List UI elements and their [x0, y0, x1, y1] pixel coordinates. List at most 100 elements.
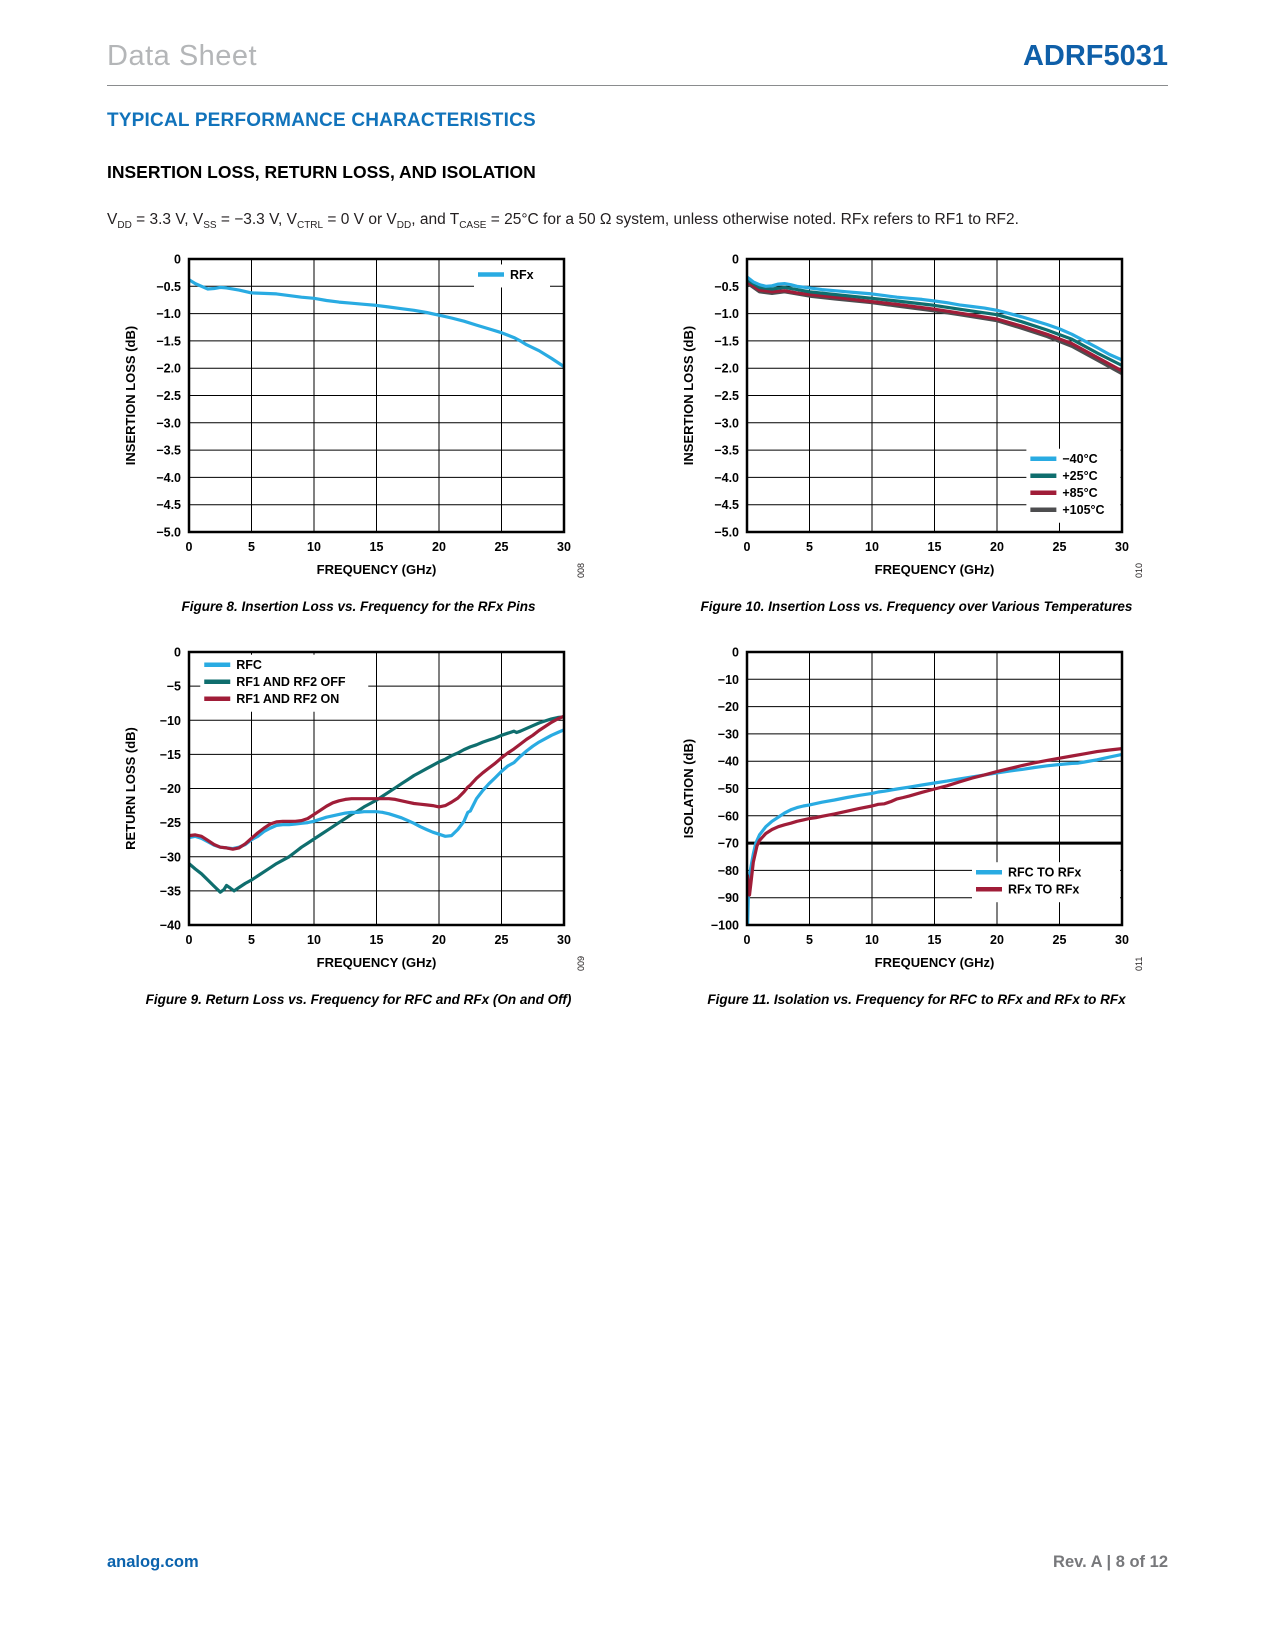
svg-text:INSERTION LOSS (dB): INSERTION LOSS (dB) [681, 326, 696, 465]
svg-text:−2.0: −2.0 [714, 362, 739, 376]
svg-text:−1.0: −1.0 [156, 307, 181, 321]
svg-text:30: 30 [557, 540, 571, 554]
svg-text:5: 5 [806, 933, 813, 947]
figure-9-caption: Figure 9. Return Loss vs. Frequency for … [145, 992, 572, 1008]
svg-text:−50: −50 [717, 782, 738, 796]
svg-text:30: 30 [1115, 540, 1129, 554]
svg-text:20: 20 [990, 933, 1004, 947]
svg-text:25: 25 [494, 933, 508, 947]
svg-text:−30: −30 [717, 727, 738, 741]
analog-com-link[interactable]: analog.com [107, 1553, 199, 1571]
svg-text:30: 30 [557, 933, 571, 947]
svg-text:−10: −10 [159, 714, 180, 728]
svg-text:RFx: RFx [510, 268, 534, 282]
doc-type-label: Data Sheet [107, 40, 258, 72]
svg-text:FREQUENCY (GHz): FREQUENCY (GHz) [874, 562, 994, 577]
svg-text:+25°C: +25°C [1062, 469, 1097, 483]
svg-text:−5: −5 [166, 680, 180, 694]
svg-text:−1.0: −1.0 [714, 307, 739, 321]
insertion-loss-rfx-chart: 0 5 10 15 20 25 30 0 −0.5 −1.0 −1.5 −2.0 −2.5 −3.0 −3.… [123, 253, 586, 579]
charts-grid: 0 5 10 15 20 25 30 0 −0.5 −1.0 −1.5 −2.0 −2.5 −3.0 −3.… [107, 247, 1168, 1008]
svg-text:25: 25 [1052, 540, 1066, 554]
subsection-title: INSERTION LOSS, RETURN LOSS, AND ISOLATI… [107, 162, 536, 182]
section-title: TYPICAL PERFORMANCE CHARACTERISTICS [107, 110, 536, 131]
svg-text:−70: −70 [717, 837, 738, 851]
svg-text:ISOLATION (dB): ISOLATION (dB) [681, 739, 696, 838]
svg-text:15: 15 [369, 933, 383, 947]
svg-text:FREQUENCY (GHz): FREQUENCY (GHz) [316, 562, 436, 577]
svg-text:RF1 AND RF2 OFF: RF1 AND RF2 OFF [236, 675, 346, 689]
svg-text:−35: −35 [159, 884, 180, 898]
svg-text:−4.0: −4.0 [156, 471, 181, 485]
svg-text:008: 008 [576, 563, 586, 578]
figure-9: 0 5 10 15 20 25 30 0 −5 −10 −15 −20 −25 −30 −35 −40 FREQ… [107, 640, 610, 1008]
svg-text:+85°C: +85°C [1062, 486, 1097, 500]
svg-text:−90: −90 [717, 891, 738, 905]
figure-8: 0 5 10 15 20 25 30 0 −0.5 −1.0 −1.5 −2.0 −2.5 −3.0 −3.… [107, 247, 610, 615]
svg-text:009: 009 [576, 956, 586, 971]
svg-text:25: 25 [1052, 933, 1066, 947]
svg-text:−4.5: −4.5 [714, 498, 739, 512]
figure-10-caption: Figure 10. Insertion Loss vs. Frequency … [700, 599, 1133, 615]
page-footer: analog.com Rev. A | 8 of 12 [107, 1553, 1168, 1572]
svg-text:010: 010 [1134, 563, 1144, 578]
svg-text:20: 20 [990, 540, 1004, 554]
svg-text:25: 25 [494, 540, 508, 554]
svg-text:0: 0 [174, 646, 181, 660]
svg-text:20: 20 [432, 933, 446, 947]
svg-text:INSERTION LOSS (dB): INSERTION LOSS (dB) [123, 326, 138, 465]
svg-text:−0.5: −0.5 [156, 280, 181, 294]
return-loss-chart: 0 5 10 15 20 25 30 0 −5 −10 −15 −20 −25 −30 −35 −40 FREQ… [123, 646, 586, 972]
insertion-loss-temperature-chart: 0 5 10 15 20 25 30 0 −0.5 −1.0 −1.5 −2.0 −2.5 −3.0 −3.… [681, 253, 1144, 579]
svg-text:−5.0: −5.0 [156, 526, 181, 540]
svg-text:FREQUENCY (GHz): FREQUENCY (GHz) [874, 955, 994, 970]
svg-text:5: 5 [248, 933, 255, 947]
svg-text:−4.0: −4.0 [714, 471, 739, 485]
svg-text:−10: −10 [717, 673, 738, 687]
figure-10: 0 5 10 15 20 25 30 0 −0.5 −1.0 −1.5 −2.0 −2.5 −3.0 −3.… [665, 247, 1168, 615]
svg-text:−3.5: −3.5 [714, 444, 739, 458]
svg-text:5: 5 [248, 540, 255, 554]
svg-text:0: 0 [732, 646, 739, 660]
part-number: ADRF5031 [1022, 40, 1168, 72]
svg-text:−5.0: −5.0 [714, 526, 739, 540]
svg-text:RFC TO RFx: RFC TO RFx [1008, 866, 1081, 880]
svg-text:−1.5: −1.5 [156, 334, 181, 348]
svg-text:−2.5: −2.5 [714, 389, 739, 403]
svg-text:RFC: RFC [236, 658, 262, 672]
svg-text:20: 20 [432, 540, 446, 554]
figure-11: 0 5 10 15 20 25 30 0 −10 −20 −30 −40 −50 −60 −70 −80 −90… [665, 640, 1168, 1008]
svg-text:−40: −40 [159, 919, 180, 933]
svg-text:−2.5: −2.5 [156, 389, 181, 403]
svg-text:−3.5: −3.5 [156, 444, 181, 458]
svg-text:−80: −80 [717, 864, 738, 878]
svg-text:−4.5: −4.5 [156, 498, 181, 512]
svg-text:FREQUENCY (GHz): FREQUENCY (GHz) [316, 955, 436, 970]
svg-text:15: 15 [369, 540, 383, 554]
svg-text:−100: −100 [710, 919, 738, 933]
svg-text:10: 10 [307, 540, 321, 554]
svg-text:−0.5: −0.5 [714, 280, 739, 294]
svg-text:30: 30 [1115, 933, 1129, 947]
svg-text:0: 0 [743, 933, 750, 947]
svg-text:−30: −30 [159, 850, 180, 864]
svg-text:0: 0 [743, 540, 750, 554]
svg-text:−20: −20 [159, 782, 180, 796]
svg-text:−20: −20 [717, 700, 738, 714]
svg-text:011: 011 [1134, 957, 1144, 971]
svg-text:0: 0 [732, 253, 739, 267]
page-header: Data Sheet ADRF5031 [107, 40, 1168, 86]
svg-text:0: 0 [185, 933, 192, 947]
revision-page-label: Rev. A | 8 of 12 [1053, 1553, 1168, 1571]
svg-text:5: 5 [806, 540, 813, 554]
svg-text:−25: −25 [159, 816, 180, 830]
svg-text:−60: −60 [717, 809, 738, 823]
svg-text:RF1 AND RF2 ON: RF1 AND RF2 ON [236, 692, 339, 706]
svg-text:−3.0: −3.0 [156, 416, 181, 430]
svg-text:−15: −15 [159, 748, 180, 762]
svg-text:10: 10 [307, 933, 321, 947]
svg-text:−2.0: −2.0 [156, 362, 181, 376]
svg-text:RETURN LOSS (dB): RETURN LOSS (dB) [123, 727, 138, 850]
svg-text:−40°C: −40°C [1062, 452, 1097, 466]
